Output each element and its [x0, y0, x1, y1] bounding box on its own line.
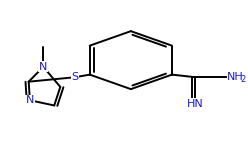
Text: 2: 2 — [240, 75, 246, 84]
Text: S: S — [71, 72, 78, 82]
Text: N: N — [39, 62, 47, 72]
Text: HN: HN — [187, 99, 204, 109]
Text: N: N — [26, 95, 34, 105]
Text: NH: NH — [227, 72, 244, 82]
